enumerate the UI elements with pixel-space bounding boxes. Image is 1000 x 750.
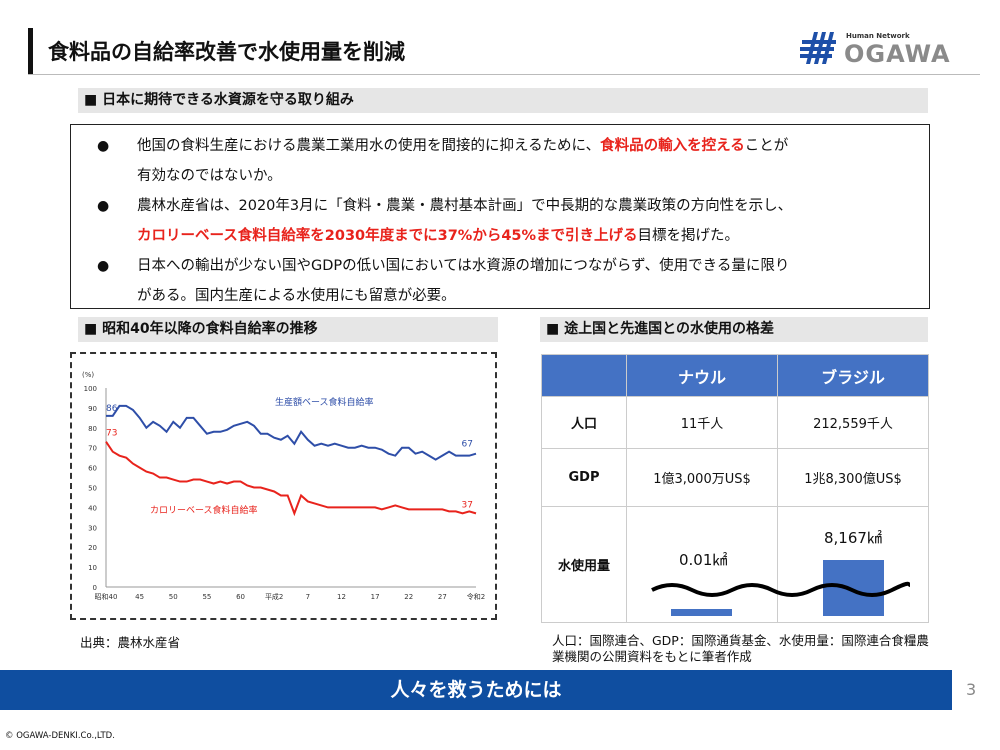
chart-frame	[70, 352, 497, 620]
series-label: カロリーベース食料自給率	[150, 504, 258, 516]
bullet-item: ● 他国の食料生産における農業工業用水の使用を間接的に抑えるために、食料品の輸入を…	[71, 131, 929, 161]
highlight-text: 食料品の輸入を控える	[600, 138, 745, 154]
y-tick-label: 80	[88, 425, 97, 433]
y-tick-label: 30	[88, 524, 97, 532]
table-corner	[541, 354, 627, 397]
x-tick-label: 17	[371, 593, 380, 601]
highlight-text: カロリーベース食料自給率を2030年度までに37%から45%まで引き上げる	[137, 228, 638, 244]
water-value-nauru: 0.01㎢	[679, 551, 728, 569]
bullet-icon: ●	[97, 198, 110, 214]
chart-source: 出典：農林水産省	[80, 635, 181, 650]
y-axis-label: (%)	[82, 371, 94, 379]
bullet-icon: ●	[97, 138, 110, 154]
x-tick-label: 7	[306, 593, 310, 601]
x-tick-label: 27	[438, 593, 447, 601]
y-tick-label: 10	[88, 564, 97, 572]
bullet-continuation: カロリーベース食料自給率を2030年度までに37%から45%まで引き上げる目標を…	[71, 221, 929, 251]
y-tick-label: 0	[93, 584, 97, 592]
table-source-note: 人口：国際連合、GDP：国際通貨基金、水使用量：国際連合食糧農業機関の公開資料を…	[552, 633, 929, 664]
text: 日本への輸出が少ない国やGDPの低い国においては水資源の増加につながらず、使用で…	[137, 258, 790, 274]
cell: 11千人	[626, 396, 778, 449]
text: 目標を掲げた。	[637, 228, 740, 244]
text: 農林水産省は、2020年3月に「食料・農業・農村基本計画」で中長期的な農業政策の…	[137, 198, 793, 214]
table-header-row: ナウル ブラジル	[541, 354, 929, 397]
cell: 1兆8,300億US$	[777, 448, 929, 507]
bullet-item: ● 農林水産省は、2020年3月に「食料・農業・農村基本計画」で中長期的な農業政策…	[71, 191, 929, 221]
cell: 1億3,000万US$	[626, 448, 778, 507]
x-tick-label: 45	[135, 593, 144, 601]
svg-text:Human Network: Human Network	[846, 32, 910, 40]
section-heading-water-gap: ■ 途上国と先進国との水使用の格差	[540, 317, 928, 342]
row-label: GDP	[541, 448, 627, 507]
row-label: 水使用量	[541, 506, 627, 623]
section-heading-initiatives: ■ 日本に期待できる水資源を守る取り組み	[78, 88, 928, 113]
column-header: ブラジル	[777, 354, 929, 397]
x-tick-label: 60	[236, 593, 245, 601]
bullet-item: ● 日本への輸出が少ない国やGDPの低い国においては水資源の増加につながらず、使用…	[71, 251, 929, 281]
bullet-continuation: 有効なのではないか。	[137, 168, 282, 184]
copyright: © OGAWA-DENKI.Co.,LTD.	[5, 731, 115, 741]
text: ことが	[744, 138, 789, 154]
y-tick-label: 40	[88, 504, 97, 512]
ogawa-logo: Human Network OGAWA	[800, 32, 951, 66]
initiatives-box: ● 他国の食料生産における農業工業用水の使用を間接的に抑えるために、食料品の輸入を…	[70, 124, 930, 309]
row-label: 人口	[541, 396, 627, 449]
bullet-icon: ●	[97, 258, 110, 274]
table-row: GDP 1億3,000万US$ 1兆8,300億US$	[541, 448, 929, 507]
title-accent-bar	[28, 28, 33, 74]
x-tick-label: 令和2	[467, 592, 485, 601]
x-tick-label: 50	[169, 593, 178, 601]
series-line	[105, 441, 477, 517]
series-line	[106, 404, 477, 461]
table-row: 人口 11千人 212,559千人	[541, 396, 929, 449]
cell: 212,559千人	[777, 396, 929, 449]
column-header: ナウル	[626, 354, 778, 397]
x-tick-label: 平成2	[265, 592, 283, 601]
y-tick-label: 60	[88, 465, 97, 473]
y-tick-label: 100	[84, 385, 97, 393]
scale-break-wave-icon	[651, 581, 910, 597]
x-tick-label: 昭和40	[95, 592, 118, 601]
y-tick-label: 90	[88, 405, 97, 413]
footer-banner: 人々を救うためには	[0, 670, 952, 710]
x-tick-label: 22	[404, 593, 413, 601]
x-tick-label: 55	[202, 593, 211, 601]
bullet-continuation: がある。国内生産による水使用にも留意が必要。	[137, 288, 456, 304]
end-value-label: 67	[462, 440, 473, 450]
page-number: 3	[966, 680, 977, 699]
series-label: 生産額ベース食料自給率	[275, 396, 374, 408]
page-title: 食料品の自給率改善で水使用量を削減	[48, 40, 405, 64]
water-bar-brazil	[823, 560, 884, 616]
water-value-brazil: 8,167㎢	[824, 529, 882, 547]
end-value-label: 37	[462, 500, 473, 510]
y-tick-label: 20	[88, 544, 97, 552]
water-bar-nauru	[671, 609, 732, 616]
start-value-label: 73	[106, 429, 117, 439]
text: 他国の食料生産における農業工業用水の使用を間接的に抑えるために、	[137, 138, 601, 154]
start-value-label: 86	[106, 404, 118, 414]
svg-text:OGAWA: OGAWA	[844, 40, 951, 66]
x-tick-label: 12	[337, 593, 346, 601]
y-tick-label: 70	[88, 445, 97, 453]
section-heading-self-sufficiency: ■ 昭和40年以降の食料自給率の推移	[78, 317, 498, 342]
y-tick-label: 50	[88, 485, 97, 493]
title-divider	[28, 74, 980, 75]
